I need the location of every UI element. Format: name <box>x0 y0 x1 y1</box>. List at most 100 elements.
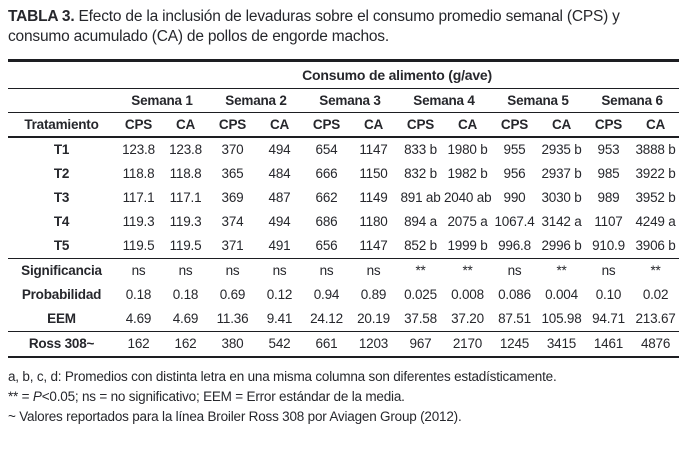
data-cell: ** <box>397 257 444 283</box>
week-header-spacer <box>8 88 115 113</box>
data-cell: 37.20 <box>451 311 484 327</box>
data-cell: 3922 b <box>635 166 676 182</box>
data-cell: 686 <box>315 214 338 230</box>
table-caption-text: Efecto de la inclusión de levaduras sobr… <box>8 8 620 46</box>
data-cell: 967 <box>397 330 444 357</box>
data-cell: 656 <box>315 238 338 254</box>
data-cell: 542 <box>256 330 303 357</box>
footnote-significance-rest: <0.05; ns = no significativo; EEM = Erro… <box>41 389 405 405</box>
row-label: EEM <box>47 311 76 327</box>
data-cell: 0.89 <box>360 287 387 303</box>
subcol-header: CA <box>444 112 491 138</box>
data-cell: 0.18 <box>172 287 199 303</box>
table-caption: TABLA 3. Efecto de la inclusión de levad… <box>8 7 679 48</box>
table-row: T4 119.3 119.3 374 494 686 1180 894 a 2075 a 1067… <box>8 210 679 234</box>
row-label: T2 <box>53 166 70 182</box>
data-cell: 371 <box>221 238 244 254</box>
row-label: Significancia <box>8 257 115 283</box>
group-header-row: Consumo de alimento (g/ave) <box>8 60 680 89</box>
data-cell: 123.8 <box>169 142 202 158</box>
data-cell: 989 <box>597 190 620 206</box>
footnotes: a, b, c, d: Promedios con distinta letra… <box>8 367 679 428</box>
subcol-header: CPS <box>303 112 350 138</box>
data-cell: 2937 b <box>541 166 582 182</box>
data-cell: 213.67 <box>635 311 676 327</box>
subcol-header: CPS <box>209 112 256 138</box>
footnote-ross: ~ Valores reportados para la línea Broil… <box>8 409 462 425</box>
data-cell: ** <box>538 257 585 283</box>
data-cell: 666 <box>315 166 338 182</box>
data-cell: 662 <box>315 190 338 206</box>
data-cell: 119.3 <box>122 214 155 230</box>
data-cell: ns <box>350 257 397 283</box>
data-cell: 2935 b <box>541 142 582 158</box>
table-row: Significancia ns ns ns ns ns ns ** ** ns ** ns ** <box>8 257 680 283</box>
week-header: Semana 1 <box>115 88 209 113</box>
footnote-significance-p: P <box>32 389 42 405</box>
data-cell: 1147 <box>359 238 388 254</box>
data-cell: 94.71 <box>592 311 625 327</box>
data-cell: 1150 <box>359 166 388 182</box>
row-label: T5 <box>53 238 70 254</box>
data-cell: 117.1 <box>169 190 202 206</box>
data-cell: 487 <box>268 190 291 206</box>
data-cell: 0.004 <box>545 287 578 303</box>
subcol-header: CPS <box>397 112 444 138</box>
data-cell: 2075 a <box>447 214 488 230</box>
data-cell: 118.8 <box>169 166 202 182</box>
subcol-header: CA <box>162 112 209 138</box>
page: TABLA 3. Efecto de la inclusión de levad… <box>8 7 680 428</box>
footnote-letters: a, b, c, d: Promedios con distinta letra… <box>8 368 557 384</box>
data-cell: 1461 <box>585 330 632 357</box>
data-cell: 1999 b <box>447 238 488 254</box>
subcol-header: CPS <box>491 112 538 138</box>
data-cell: 0.12 <box>266 287 293 303</box>
data-cell: 1149 <box>359 190 388 206</box>
row-label: T3 <box>53 190 70 206</box>
data-cell: 891 ab <box>400 190 441 206</box>
data-cell: 0.18 <box>125 287 152 303</box>
subcol-header: CPS <box>585 112 632 138</box>
data-cell: 4.69 <box>172 311 199 327</box>
row-label: T1 <box>53 142 70 158</box>
week-header: Semana 4 <box>397 88 491 113</box>
data-cell: 494 <box>268 142 291 158</box>
data-cell: 3952 b <box>635 190 676 206</box>
table-caption-label: TABLA 3. <box>8 8 75 25</box>
data-cell: 3415 <box>538 330 585 357</box>
subheader-row: Tratamiento CPS CA CPS CA CPS CA CPS CA CPS CA CPS… <box>8 112 680 138</box>
data-cell: 119.5 <box>122 238 155 254</box>
data-cell: 833 b <box>404 142 437 158</box>
subcol-header: CA <box>350 112 397 138</box>
data-cell: 0.086 <box>498 287 531 303</box>
data-cell: 0.10 <box>595 287 622 303</box>
data-cell: 4249 a <box>635 214 676 230</box>
data-cell: 1245 <box>491 330 538 357</box>
data-cell: 119.5 <box>169 238 202 254</box>
week-header: Semana 2 <box>209 88 303 113</box>
data-cell: ns <box>209 257 256 283</box>
data-cell: 0.94 <box>313 287 340 303</box>
data-cell: 953 <box>597 142 620 158</box>
week-header-row: Semana 1 Semana 2 Semana 3 Semana 4 Semana 5… <box>8 88 680 113</box>
data-cell: 162 <box>115 330 162 357</box>
table-row: Probabilidad 0.18 0.18 0.69 0.12 0.94 0.89 0.02… <box>8 283 679 307</box>
data-cell: 9.41 <box>266 311 293 327</box>
group-header: Consumo de alimento (g/ave) <box>115 60 680 89</box>
data-cell: 370 <box>221 142 244 158</box>
data-cell: 87.51 <box>498 311 531 327</box>
footnote-significance: ** = P<0.05; ns = no significativo; EEM … <box>8 387 679 407</box>
treatment-column-header: Tratamiento <box>8 112 115 138</box>
table-row: T1 123.8 123.8 370 494 654 1147 833 b 1980 b 955 2… <box>8 137 679 162</box>
data-cell: 162 <box>162 330 209 357</box>
data-cell: ns <box>115 257 162 283</box>
consumption-table: Consumo de alimento (g/ave) Semana 1 Sema… <box>8 58 680 358</box>
data-cell: ns <box>585 257 632 283</box>
data-cell: 3030 b <box>541 190 582 206</box>
data-cell: 11.36 <box>216 311 249 327</box>
week-header: Semana 5 <box>491 88 585 113</box>
data-cell: 494 <box>268 214 291 230</box>
data-cell: 1147 <box>359 142 388 158</box>
data-cell: 117.1 <box>122 190 155 206</box>
data-cell: ** <box>444 257 491 283</box>
